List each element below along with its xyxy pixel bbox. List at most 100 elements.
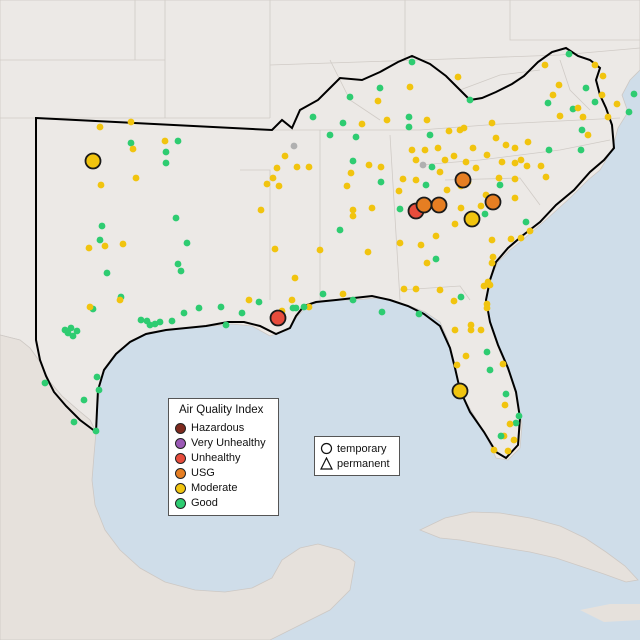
station-marker xyxy=(177,267,185,275)
station-marker xyxy=(522,218,530,226)
station-marker xyxy=(129,145,137,153)
station-marker xyxy=(578,126,586,134)
station-marker xyxy=(555,81,563,89)
station-marker xyxy=(445,127,453,135)
station-marker xyxy=(549,91,557,99)
station-marker xyxy=(162,159,170,167)
station-marker xyxy=(604,113,612,121)
station-marker xyxy=(511,175,519,183)
station-marker xyxy=(512,419,520,427)
station-marker xyxy=(453,361,461,369)
station-marker xyxy=(492,134,500,142)
mexico-landmass xyxy=(0,334,356,640)
station-marker xyxy=(457,293,465,301)
station-marker xyxy=(504,447,512,455)
station-marker xyxy=(396,239,404,247)
legend-item-moderate: Moderate xyxy=(175,481,237,495)
station-marker xyxy=(542,173,550,181)
legend-item-good: Good xyxy=(175,496,218,510)
legend-item-unhealthy: Unhealthy xyxy=(175,451,241,465)
station-marker xyxy=(450,152,458,160)
station-marker xyxy=(577,146,585,154)
station-marker xyxy=(137,316,145,324)
station-marker xyxy=(174,137,182,145)
legend-item-hazardous: Hazardous xyxy=(175,421,244,435)
temporary-station-marker xyxy=(451,382,469,400)
station-marker xyxy=(364,248,372,256)
legend-label: Unhealthy xyxy=(191,452,241,464)
station-marker xyxy=(523,162,531,170)
station-marker xyxy=(436,168,444,176)
station-marker xyxy=(365,161,373,169)
station-marker xyxy=(477,326,485,334)
station-marker xyxy=(70,418,78,426)
station-marker xyxy=(349,212,357,220)
station-marker xyxy=(316,246,324,254)
station-marker xyxy=(477,202,485,210)
station-marker xyxy=(339,119,347,127)
legend-label: USG xyxy=(191,467,215,479)
station-marker xyxy=(358,120,366,128)
station-marker xyxy=(86,303,94,311)
station-marker xyxy=(347,169,355,177)
legend-item-very-unhealthy: Very Unhealthy xyxy=(175,436,266,450)
station-marker xyxy=(412,156,420,164)
station-marker xyxy=(288,296,296,304)
station-marker xyxy=(408,146,416,154)
station-marker xyxy=(506,420,514,428)
station-marker xyxy=(507,235,515,243)
station-marker xyxy=(116,296,124,304)
station-marker xyxy=(399,175,407,183)
station-marker xyxy=(460,124,468,132)
station-marker xyxy=(395,187,403,195)
station-marker xyxy=(127,118,135,126)
station-marker xyxy=(502,141,510,149)
station-marker xyxy=(483,300,491,308)
station-marker xyxy=(584,131,592,139)
station-marker xyxy=(483,348,491,356)
station-marker xyxy=(349,296,357,304)
station-marker xyxy=(598,91,606,99)
station-marker xyxy=(257,206,265,214)
usg-swatch xyxy=(175,467,186,479)
station-marker xyxy=(269,174,277,182)
station-marker xyxy=(432,232,440,240)
station-marker xyxy=(275,182,283,190)
site-type-legend: temporary permanent xyxy=(314,436,400,476)
legend-label: Very Unhealthy xyxy=(191,437,266,449)
station-marker xyxy=(93,373,101,381)
legend-title: Air Quality Index xyxy=(179,404,264,416)
permanent-label: permanent xyxy=(337,457,390,470)
station-marker xyxy=(349,206,357,214)
station-marker xyxy=(499,360,507,368)
station-marker xyxy=(271,245,279,253)
station-marker xyxy=(349,157,357,165)
station-marker xyxy=(101,242,109,250)
station-marker xyxy=(85,244,93,252)
temporary-station-marker xyxy=(463,210,481,228)
station-marker xyxy=(174,260,182,268)
temporary-station-marker xyxy=(430,196,448,214)
station-marker xyxy=(95,386,103,394)
station-marker xyxy=(426,131,434,139)
station-marker xyxy=(69,332,77,340)
station-marker xyxy=(454,73,462,81)
temporary-station-marker xyxy=(269,309,287,327)
station-marker xyxy=(67,324,75,332)
station-marker xyxy=(415,310,423,318)
very-unhealthy-swatch xyxy=(175,437,186,449)
station-marker xyxy=(466,96,474,104)
station-marker xyxy=(591,98,599,106)
legend-item-temporary: temporary xyxy=(320,441,387,456)
station-marker xyxy=(96,236,104,244)
station-marker xyxy=(80,396,88,404)
legend-label: Moderate xyxy=(191,482,238,494)
station-marker xyxy=(346,93,354,101)
station-marker xyxy=(511,194,519,202)
station-marker xyxy=(217,303,225,311)
station-marker xyxy=(408,58,416,66)
hazardous-swatch xyxy=(175,422,186,434)
station-marker xyxy=(412,285,420,293)
station-marker xyxy=(92,427,100,435)
station-marker xyxy=(96,123,104,131)
